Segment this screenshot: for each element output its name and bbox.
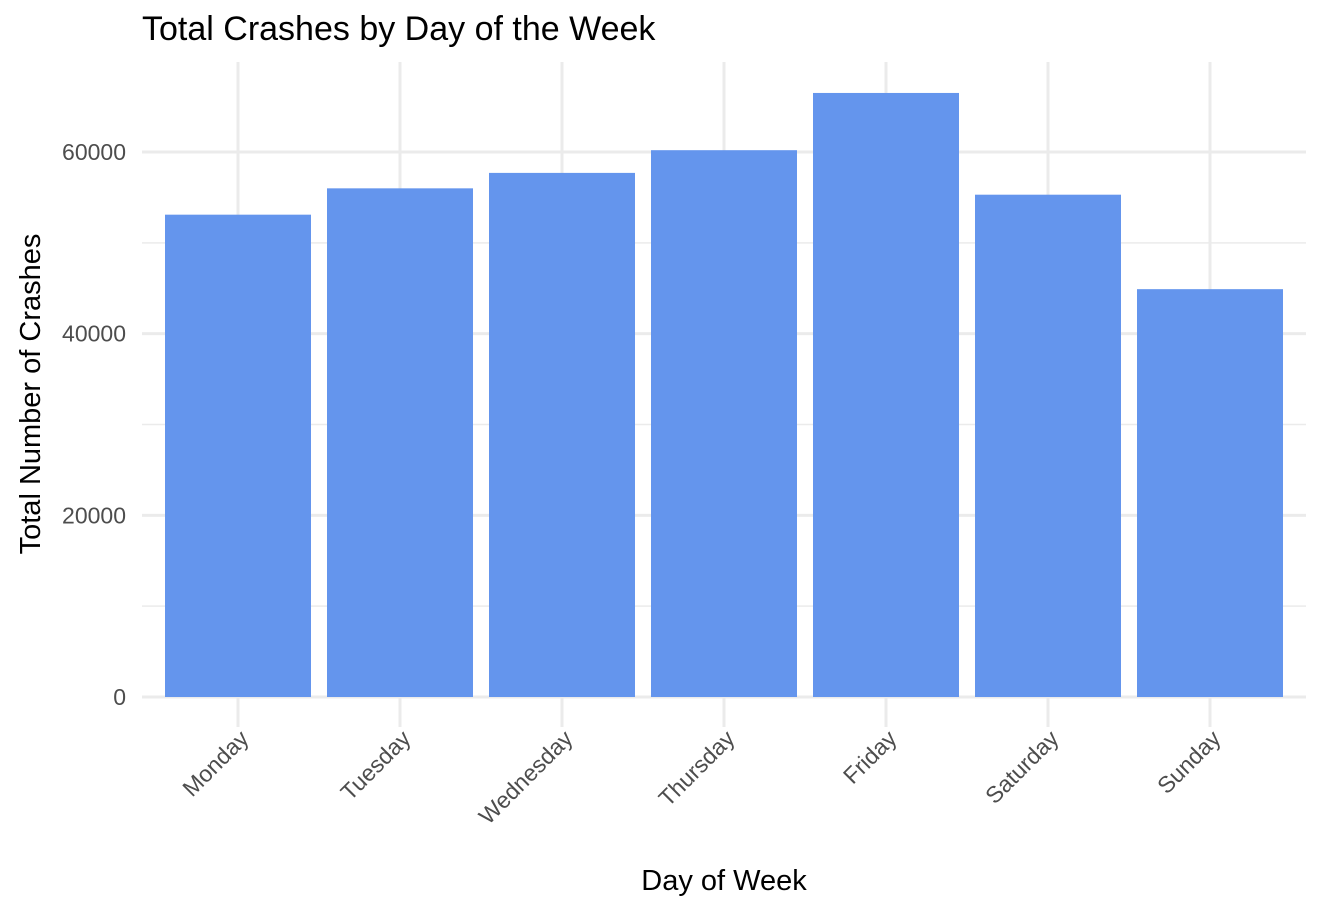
bar-sunday bbox=[1137, 289, 1283, 697]
x-axis-ticks: Monday Tuesday Wednesday Thursday Friday Satu… bbox=[177, 725, 1226, 829]
y-tick-label: 0 bbox=[113, 684, 126, 710]
bar-thursday bbox=[651, 150, 797, 697]
y-tick-label: 20000 bbox=[62, 502, 126, 528]
bar-saturday bbox=[975, 194, 1121, 698]
x-tick-label: Monday bbox=[177, 725, 254, 802]
x-axis-title: Day of Week bbox=[641, 865, 807, 897]
x-tick-label: Saturday bbox=[980, 725, 1064, 809]
x-tick-label: Wednesday bbox=[474, 725, 578, 829]
x-tick-label: Friday bbox=[838, 725, 902, 789]
chart-title: Total Crashes by Day of the Week bbox=[142, 10, 656, 48]
x-tick-label: Tuesday bbox=[335, 725, 416, 806]
bar-tuesday bbox=[327, 188, 473, 698]
bars bbox=[165, 92, 1283, 698]
y-tick-label: 60000 bbox=[62, 139, 126, 165]
x-tick-label: Thursday bbox=[653, 725, 740, 812]
bar-wednesday bbox=[489, 172, 635, 697]
bar-friday bbox=[813, 92, 959, 698]
x-tick-label: Sunday bbox=[1152, 725, 1226, 799]
y-axis-ticks: 0 20000 40000 60000 bbox=[62, 139, 126, 710]
y-tick-label: 40000 bbox=[62, 321, 126, 347]
y-axis-title: Total Number of Crashes bbox=[15, 234, 47, 555]
bar-monday bbox=[165, 214, 311, 698]
